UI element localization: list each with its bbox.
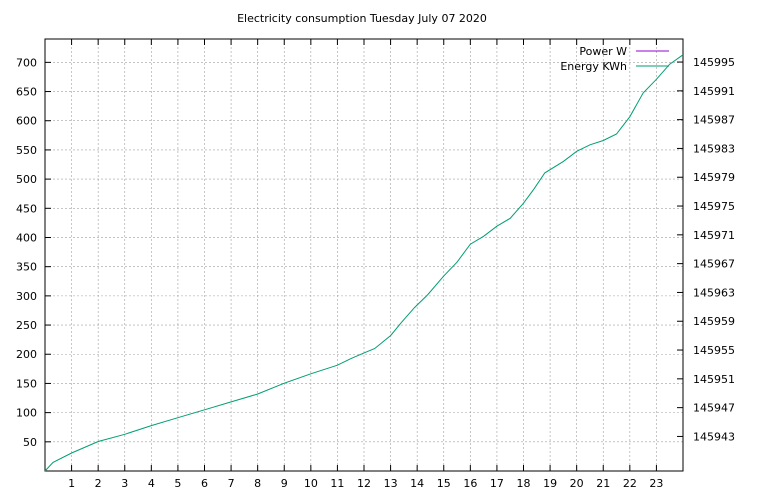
legend-label: Power W (579, 45, 627, 58)
y-tick-label: 350 (16, 261, 37, 274)
x-tick-label: 8 (254, 477, 261, 490)
y-tick-label: 550 (16, 144, 37, 157)
x-tick-label: 16 (463, 477, 477, 490)
y-axis-left: 50 100 150 200 250 300 350 400 450 500 550 600 650 70… (16, 56, 51, 449)
x-tick-label: 5 (174, 477, 181, 490)
series-layer (44, 54, 684, 472)
y-tick-label: 650 (16, 86, 37, 99)
x-tick-label: 20 (570, 477, 584, 490)
x-tick-label: 9 (281, 477, 288, 490)
x-tick-label: 14 (410, 477, 424, 490)
y2-tick-label: 145987 (693, 114, 735, 127)
y2-tick-label: 145959 (693, 315, 735, 328)
y2-tick-label: 145983 (693, 142, 735, 155)
chart-title: Electricity consumption Tuesday July 07 … (237, 12, 487, 25)
x-tick-label: 3 (121, 477, 128, 490)
x-tick-label: 10 (304, 477, 318, 490)
legend-label: Energy KWh (560, 60, 627, 73)
y2-tick-label: 145943 (693, 430, 735, 443)
y-tick-label: 700 (16, 56, 37, 69)
y2-tick-label: 145971 (693, 229, 735, 242)
legend: Power W Energy KWh (560, 45, 669, 73)
y2-tick-label: 145991 (693, 85, 735, 98)
y2-tick-label: 145947 (693, 402, 735, 415)
y2-tick-label: 145975 (693, 200, 735, 213)
y-tick-label: 600 (16, 115, 37, 128)
x-tick-label: 15 (437, 477, 451, 490)
x-tick-label: 11 (330, 477, 344, 490)
y-tick-label: 250 (16, 319, 37, 332)
y2-tick-label: 145995 (693, 56, 735, 69)
x-tick-label: 13 (384, 477, 398, 490)
x-tick-label: 17 (490, 477, 504, 490)
y2-tick-label: 145967 (693, 258, 735, 271)
y2-tick-label: 145979 (693, 171, 735, 184)
x-tick-label: 7 (228, 477, 235, 490)
x-tick-label: 22 (623, 477, 637, 490)
x-tick-label: 23 (649, 477, 663, 490)
x-tick-label: 6 (201, 477, 208, 490)
x-tick-label: 21 (596, 477, 610, 490)
y-tick-label: 300 (16, 290, 37, 303)
y2-tick-label: 145963 (693, 286, 735, 299)
x-tick-label: 1 (68, 477, 75, 490)
x-tick-label: 18 (517, 477, 531, 490)
x-tick-label: 19 (543, 477, 557, 490)
x-tick-label: 2 (95, 477, 102, 490)
grid-lines (45, 39, 683, 471)
y-tick-label: 50 (23, 436, 37, 449)
y2-tick-label: 145955 (693, 344, 735, 357)
y-tick-label: 400 (16, 231, 37, 244)
y-tick-label: 150 (16, 377, 37, 390)
y-tick-label: 450 (16, 202, 37, 215)
y-axis-right: 145943 145947 145951 145955 145959 145963 1459… (677, 56, 735, 443)
y-tick-label: 200 (16, 348, 37, 361)
y-tick-label: 500 (16, 173, 37, 186)
y-tick-label: 100 (16, 407, 37, 420)
series-line-energy-kwh (44, 54, 684, 472)
y2-tick-label: 145951 (693, 373, 735, 386)
x-tick-label: 12 (357, 477, 371, 490)
x-axis: 1 2 3 4 5 6 7 8 9 10 11 12 13 14 15 16 17 18 19 20 21 22 23 (68, 39, 663, 490)
x-tick-label: 4 (148, 477, 155, 490)
